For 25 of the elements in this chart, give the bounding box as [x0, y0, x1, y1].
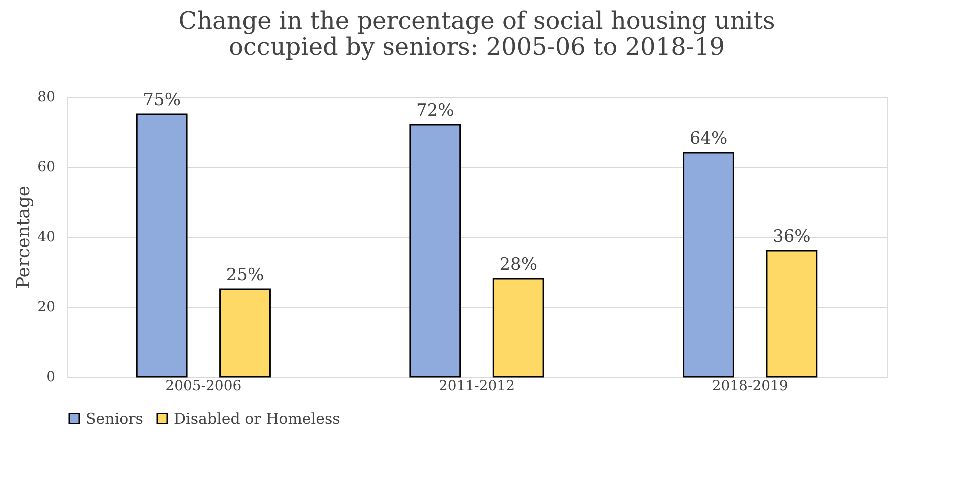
text: Change in the percentage of social housing units: [178, 7, 776, 35]
legend-label: Disabled or Homeless: [174, 410, 340, 428]
bar: [492, 278, 544, 378]
y-tick-label: 20: [38, 300, 56, 316]
data-label: 36%: [773, 227, 811, 247]
y-tick-label: 80: [38, 90, 56, 106]
y-tick-label: 40: [38, 230, 56, 246]
text: occupied by seniors: 2005-06 to 2018-19: [229, 33, 725, 61]
x-tick-label: 2011-2012: [439, 378, 515, 394]
x-tick-label: 2018-2019: [712, 378, 788, 394]
bar: [220, 288, 271, 378]
data-label: 28%: [500, 255, 538, 275]
data-label: 64%: [690, 129, 728, 149]
data-label: 25%: [226, 266, 264, 286]
data-label: 75%: [143, 90, 181, 110]
y-tick-label: 0: [46, 370, 56, 386]
bar: [410, 124, 462, 378]
bar: [766, 250, 818, 378]
y-axis-title: Percentage: [14, 186, 35, 290]
y-tick-label: 60: [38, 160, 56, 176]
x-tick-label: 2005-2006: [166, 378, 242, 394]
bar: [136, 114, 188, 378]
data-label: 72%: [416, 101, 454, 121]
legend-label: Seniors: [86, 410, 144, 428]
bar: [683, 152, 734, 378]
